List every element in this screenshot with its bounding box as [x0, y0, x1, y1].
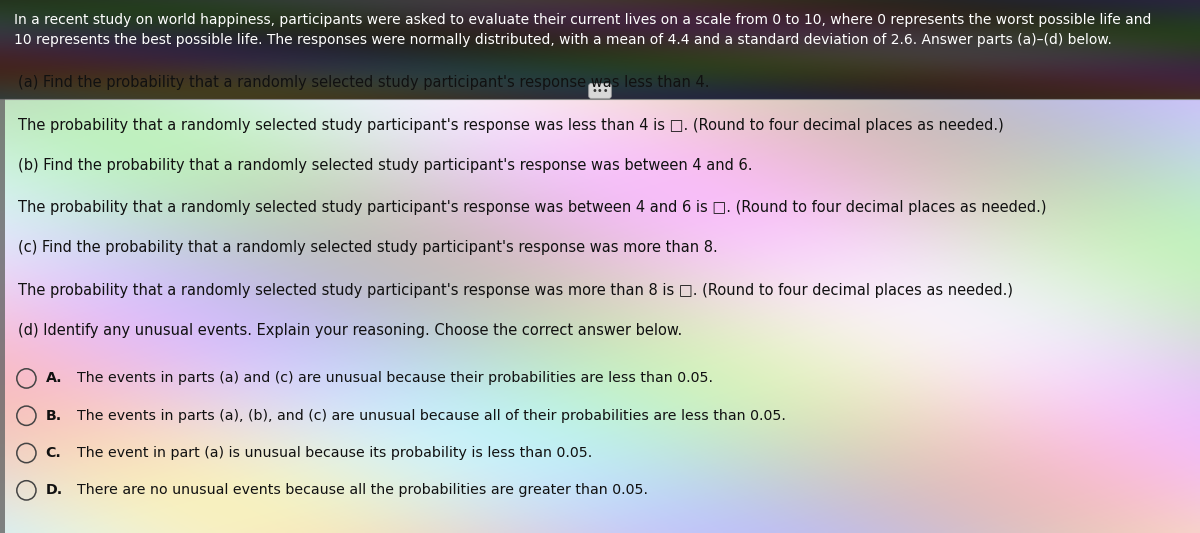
Text: The event in part (a) is unusual because its probability is less than 0.05.: The event in part (a) is unusual because… [77, 446, 592, 460]
Text: (c) Find the probability that a randomly selected study participant's response w: (c) Find the probability that a randomly… [18, 240, 718, 255]
Text: In a recent study on world happiness, participants were asked to evaluate their : In a recent study on world happiness, pa… [14, 13, 1152, 47]
Text: The events in parts (a) and (c) are unusual because their probabilities are less: The events in parts (a) and (c) are unus… [77, 372, 713, 385]
Text: •••: ••• [592, 86, 608, 96]
Text: The probability that a randomly selected study participant's response was less t: The probability that a randomly selected… [18, 118, 1003, 133]
Text: A.: A. [46, 372, 62, 385]
Text: The probability that a randomly selected study participant's response was betwee: The probability that a randomly selected… [18, 200, 1046, 215]
FancyBboxPatch shape [0, 99, 1200, 533]
FancyBboxPatch shape [0, 99, 5, 533]
Text: D.: D. [46, 483, 62, 497]
Text: The events in parts (a), (b), and (c) are unusual because all of their probabili: The events in parts (a), (b), and (c) ar… [77, 409, 786, 423]
Text: The probability that a randomly selected study participant's response was more t: The probability that a randomly selected… [18, 283, 1013, 298]
Text: B.: B. [46, 409, 62, 423]
Text: (b) Find the probability that a randomly selected study participant's response w: (b) Find the probability that a randomly… [18, 158, 752, 173]
Text: (d) Identify any unusual events. Explain your reasoning. Choose the correct answ: (d) Identify any unusual events. Explain… [18, 323, 683, 338]
Text: (a) Find the probability that a randomly selected study participant's response w: (a) Find the probability that a randomly… [18, 75, 709, 90]
FancyBboxPatch shape [0, 0, 1200, 99]
Text: There are no unusual events because all the probabilities are greater than 0.05.: There are no unusual events because all … [77, 483, 648, 497]
Text: C.: C. [46, 446, 61, 460]
